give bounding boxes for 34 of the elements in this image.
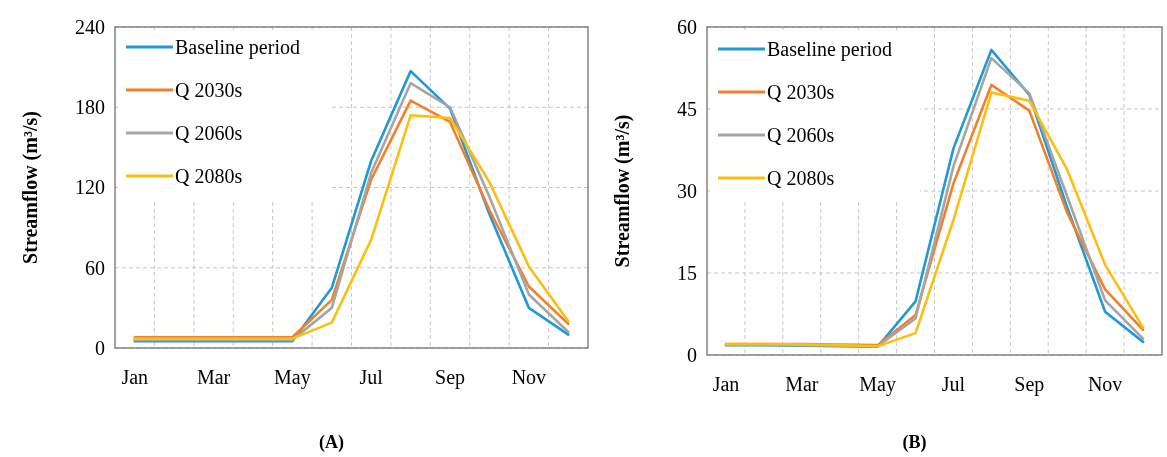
y-tick-label: 180: [75, 96, 105, 119]
legend-label: Baseline period: [175, 36, 300, 59]
x-tick-label: Jan: [121, 366, 149, 389]
x-tick-label: May: [859, 373, 896, 397]
x-tick-label: Mar: [785, 373, 819, 396]
legend-label: Q 2060s: [175, 122, 243, 144]
y-tick-label: 30: [677, 179, 697, 202]
y-tick-label: 45: [677, 97, 697, 120]
y-tick-label: 0: [687, 343, 697, 366]
x-tick-label: Sep: [1014, 373, 1045, 397]
legend-label: Q 2030s: [767, 81, 835, 103]
y-tick-label: 240: [75, 15, 105, 38]
x-tick-label: Nov: [1087, 373, 1123, 396]
x-tick-label: Jul: [941, 373, 966, 396]
x-tick-label: Jul: [359, 366, 384, 389]
y-tick-label: 15: [677, 261, 697, 284]
x-tick-label: Nov: [511, 366, 547, 389]
y-tick-label: 60: [85, 256, 105, 279]
y-axis-title: Streamflow (m³/s): [19, 111, 42, 264]
y-tick-label: 0: [95, 336, 105, 359]
legend-label: Q 2060s: [767, 124, 835, 146]
x-tick-label: Sep: [435, 366, 466, 390]
legend-label: Q 2030s: [175, 79, 243, 101]
y-tick-label: 60: [677, 15, 697, 38]
legend-label: Q 2080s: [175, 165, 243, 187]
legend-label: Q 2080s: [767, 167, 835, 189]
y-tick-label: 120: [75, 176, 105, 199]
text: (A): [319, 432, 344, 453]
legend-label: Baseline period: [767, 38, 892, 61]
x-tick-label: May: [274, 366, 311, 390]
x-tick-label: Mar: [196, 366, 231, 389]
text: (B): [902, 432, 927, 453]
x-tick-label: Jan: [712, 373, 740, 396]
y-axis-title: Streamflow (m³/s): [611, 114, 634, 268]
